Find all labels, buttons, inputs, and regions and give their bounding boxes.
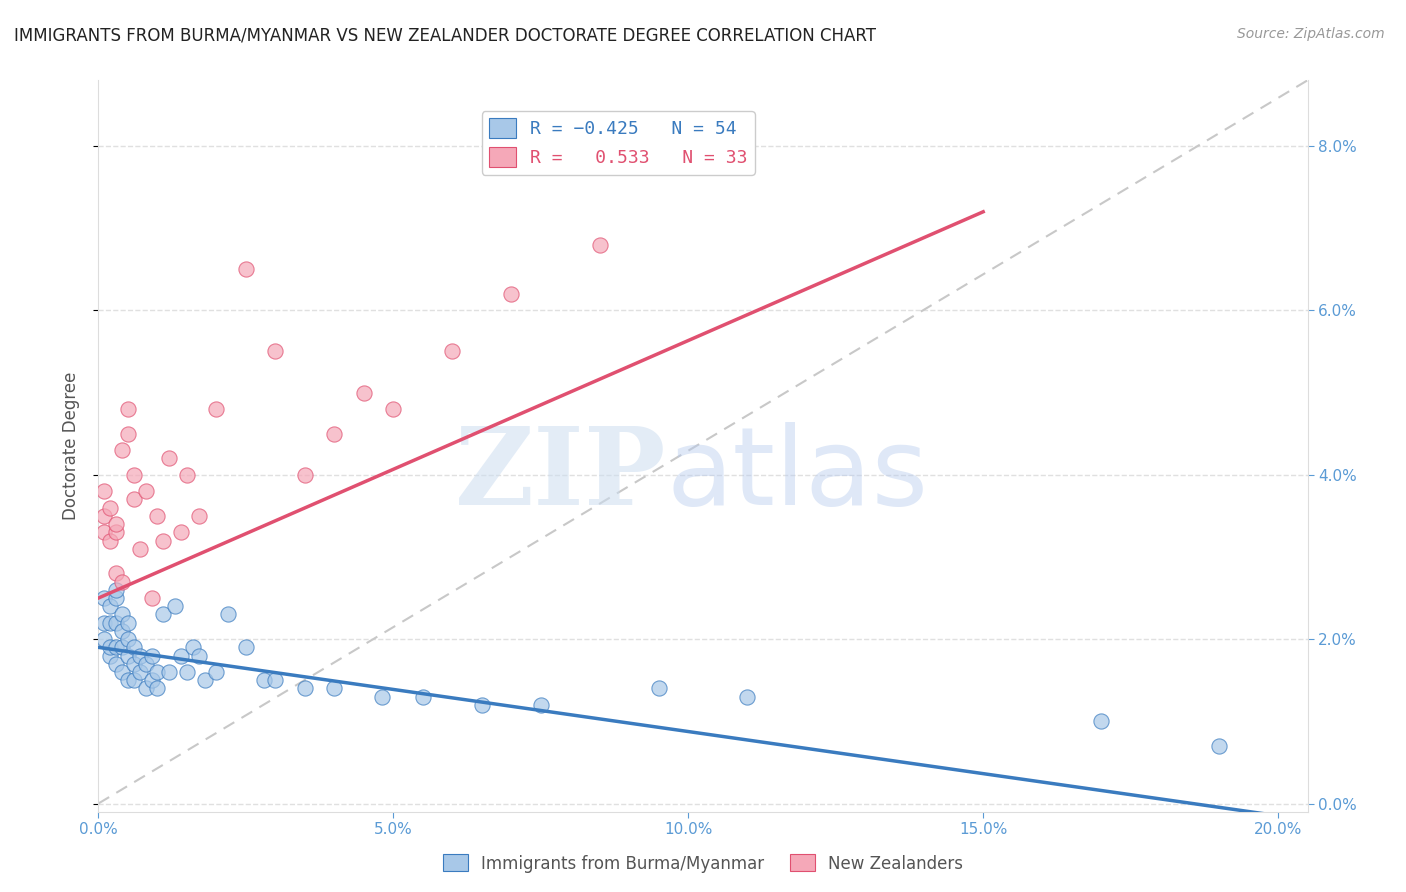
Point — [648, 681, 671, 696]
Point — [530, 698, 553, 712]
Point — [1090, 714, 1112, 729]
Point — [264, 673, 287, 688]
Point — [105, 517, 128, 532]
Point — [117, 426, 139, 441]
Point — [501, 287, 523, 301]
Point — [170, 525, 193, 540]
Point — [735, 690, 758, 704]
Point — [117, 648, 139, 663]
Point — [122, 492, 145, 507]
Point — [146, 508, 169, 523]
Point — [122, 467, 145, 482]
Point — [252, 673, 274, 688]
Point — [205, 402, 228, 417]
Point — [205, 665, 228, 679]
Point — [135, 484, 157, 499]
Point — [111, 624, 134, 638]
Point — [264, 344, 287, 359]
Point — [382, 402, 405, 417]
Point — [187, 508, 209, 523]
Point — [141, 648, 163, 663]
Point — [111, 665, 134, 679]
Point — [128, 648, 150, 663]
Point — [152, 607, 174, 622]
Point — [105, 640, 128, 655]
Point — [98, 533, 121, 548]
Point — [353, 385, 375, 400]
Point — [117, 402, 139, 417]
Point — [98, 615, 121, 630]
Point — [1208, 739, 1230, 753]
Point — [589, 237, 612, 252]
Point — [98, 640, 121, 655]
Point — [170, 648, 193, 663]
Point — [111, 574, 134, 589]
Point — [93, 591, 115, 605]
Point — [128, 665, 150, 679]
Point — [122, 640, 145, 655]
Point — [93, 525, 115, 540]
Point — [128, 541, 150, 556]
Point — [105, 582, 128, 597]
Point — [370, 690, 392, 704]
Point — [187, 648, 209, 663]
Text: IMMIGRANTS FROM BURMA/MYANMAR VS NEW ZEALANDER DOCTORATE DEGREE CORRELATION CHAR: IMMIGRANTS FROM BURMA/MYANMAR VS NEW ZEA… — [14, 27, 876, 45]
Point — [93, 632, 115, 647]
Point — [441, 344, 464, 359]
Point — [157, 665, 180, 679]
Point — [93, 615, 115, 630]
Point — [111, 607, 134, 622]
Point — [122, 657, 145, 671]
Point — [93, 484, 115, 499]
Point — [105, 591, 128, 605]
Point — [176, 467, 198, 482]
Point — [105, 657, 128, 671]
Point — [176, 665, 198, 679]
Point — [98, 500, 121, 515]
Text: atlas: atlas — [666, 422, 929, 528]
Point — [165, 599, 187, 614]
Text: ZIP: ZIP — [456, 422, 666, 528]
Point — [105, 615, 128, 630]
Point — [323, 681, 346, 696]
Y-axis label: Doctorate Degree: Doctorate Degree — [62, 372, 80, 520]
Point — [98, 648, 121, 663]
Point — [111, 640, 134, 655]
Point — [122, 673, 145, 688]
Point — [117, 673, 139, 688]
Point — [294, 681, 316, 696]
Legend: R = −0.425   N = 54, R =   0.533   N = 33: R = −0.425 N = 54, R = 0.533 N = 33 — [482, 112, 755, 175]
Point — [194, 673, 217, 688]
Point — [111, 443, 134, 458]
Point — [181, 640, 204, 655]
Point — [117, 632, 139, 647]
Point — [146, 681, 169, 696]
Point — [98, 599, 121, 614]
Text: Source: ZipAtlas.com: Source: ZipAtlas.com — [1237, 27, 1385, 41]
Point — [141, 591, 163, 605]
Point — [93, 508, 115, 523]
Point — [135, 681, 157, 696]
Point — [412, 690, 434, 704]
Point — [146, 665, 169, 679]
Point — [471, 698, 494, 712]
Point — [235, 640, 257, 655]
Point — [135, 657, 157, 671]
Point — [152, 533, 174, 548]
Point — [217, 607, 239, 622]
Legend: Immigrants from Burma/Myanmar, New Zealanders: Immigrants from Burma/Myanmar, New Zeala… — [436, 847, 970, 880]
Point — [294, 467, 316, 482]
Point — [235, 262, 257, 277]
Point — [157, 451, 180, 466]
Point — [105, 566, 128, 581]
Point — [105, 525, 128, 540]
Point — [117, 615, 139, 630]
Point — [141, 673, 163, 688]
Point — [323, 426, 346, 441]
